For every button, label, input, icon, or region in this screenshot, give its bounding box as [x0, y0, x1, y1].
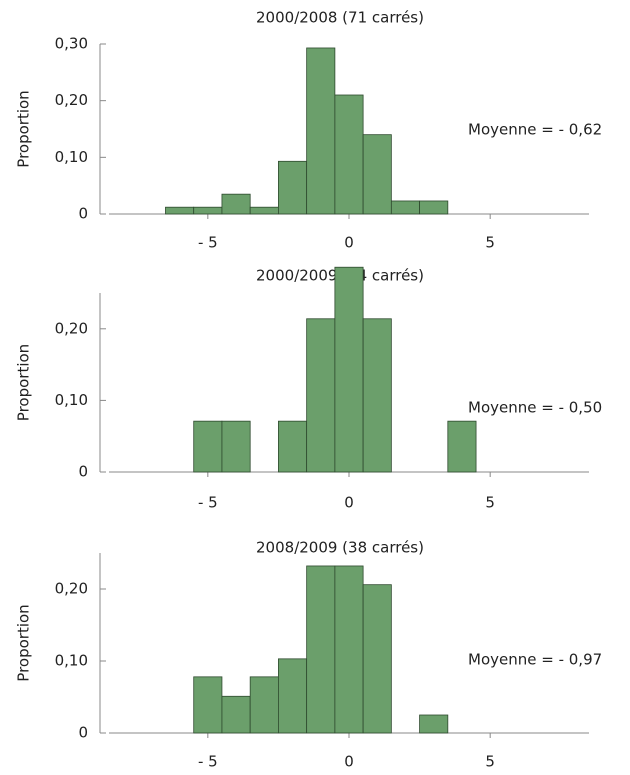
y-tick-label: 0,10 [55, 391, 88, 409]
bar [362, 318, 392, 473]
bar [249, 676, 279, 734]
x-tick-label: 5 [485, 234, 495, 252]
bar [221, 420, 251, 473]
annotation: Moyenne = - 0,50 [468, 399, 602, 417]
x-tick-label: - 5 [198, 753, 218, 771]
bar [334, 266, 364, 473]
x-tick-label: - 5 [198, 234, 218, 252]
bar [390, 200, 420, 215]
annotation: Moyenne = - 0,62 [468, 121, 602, 139]
y-tick-label: 0,20 [55, 319, 88, 337]
y-tick-label: 0,10 [55, 148, 88, 166]
bar [249, 206, 279, 215]
bar [221, 695, 251, 734]
bar [306, 318, 336, 473]
y-tick-label: 0,30 [55, 35, 88, 53]
x-tick-label: - 5 [198, 494, 218, 512]
bar [447, 420, 477, 473]
y-tick-label: 0 [78, 205, 88, 223]
bar [419, 200, 449, 215]
bar [165, 206, 195, 215]
y-tick-label: 0,20 [55, 91, 88, 109]
chart-title: 2000/2008 (71 carrés) [256, 9, 424, 27]
bar [362, 134, 392, 215]
bar [362, 584, 392, 734]
bar [334, 565, 364, 734]
x-tick-label: 5 [485, 753, 495, 771]
bar [193, 206, 223, 215]
bar [306, 565, 336, 734]
bar [306, 47, 336, 215]
chart-title: 2008/2009 (38 carrés) [256, 539, 424, 557]
bar [193, 676, 223, 734]
bar [334, 94, 364, 215]
annotation: Moyenne = - 0,97 [468, 651, 602, 669]
bar [193, 420, 223, 473]
bar [278, 420, 308, 473]
y-tick-label: 0,10 [55, 652, 88, 670]
y-axis-label: Proportion [15, 90, 33, 167]
y-tick-label: 0,20 [55, 580, 88, 598]
y-axis-label: Proportion [15, 344, 33, 421]
y-axis-label: Proportion [15, 604, 33, 681]
bar [419, 714, 449, 734]
y-tick-label: 0 [78, 724, 88, 742]
x-tick-label: 5 [485, 494, 495, 512]
bar [221, 193, 251, 215]
bar [278, 658, 308, 734]
x-tick-label: 0 [344, 234, 354, 252]
bar [278, 160, 308, 215]
y-tick-label: 0 [78, 463, 88, 481]
x-tick-label: 0 [344, 494, 354, 512]
x-tick-label: 0 [344, 753, 354, 771]
